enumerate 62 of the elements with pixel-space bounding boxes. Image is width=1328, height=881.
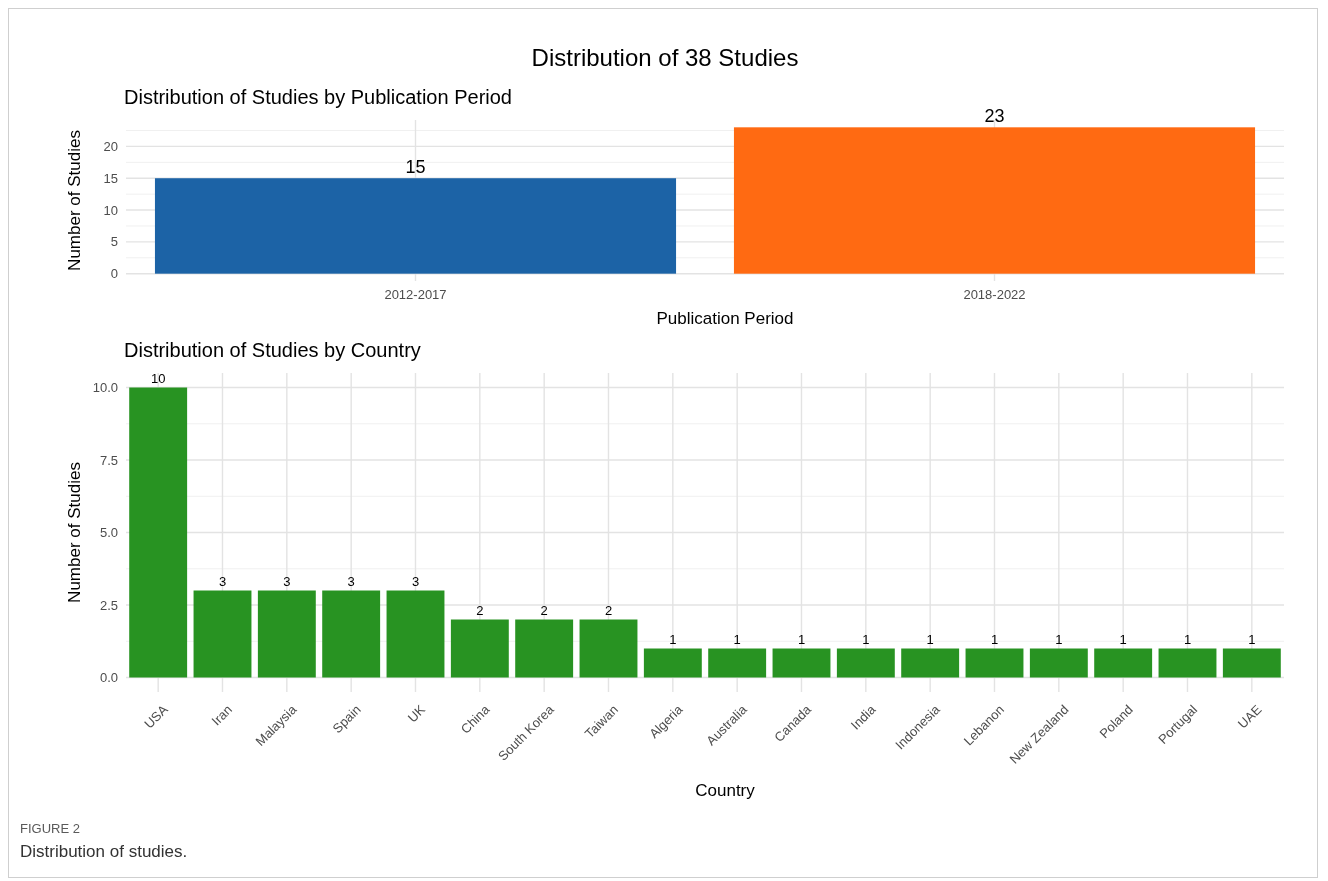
- data-label: 1: [733, 631, 741, 647]
- data-label: 23: [984, 106, 1005, 127]
- bar: [1158, 648, 1217, 678]
- data-label: 1: [1119, 631, 1127, 647]
- bar: [708, 648, 767, 678]
- data-label: 2: [604, 602, 613, 618]
- chart-title: Distribution of 38 Studies: [531, 44, 799, 71]
- x-tick-label: UK: [404, 701, 429, 726]
- data-label: 1: [1055, 631, 1063, 647]
- data-label: 2: [476, 602, 484, 618]
- data-label: 3: [411, 573, 420, 589]
- y-tick-label: 15: [103, 170, 118, 186]
- chart-subtitle: Distribution of Studies by Publication Period: [124, 86, 512, 108]
- y-axis-title: Number of Studies: [65, 462, 84, 603]
- data-label: 1: [926, 631, 934, 647]
- data-label: 3: [283, 573, 291, 589]
- y-tick-label: 10.0: [92, 380, 118, 396]
- bar: [1029, 648, 1088, 678]
- data-label: 1: [1183, 631, 1192, 647]
- data-label: 3: [218, 573, 227, 589]
- bar: [450, 619, 509, 678]
- bar: [1094, 648, 1153, 678]
- x-axis-title: Publication Period: [656, 309, 794, 328]
- x-tick-label: USA: [141, 701, 171, 732]
- data-label: 1: [1248, 631, 1256, 647]
- y-tick-label: 0.0: [99, 670, 118, 686]
- y-tick-label: 2.5: [99, 597, 118, 613]
- y-tick-label: 0: [110, 266, 118, 282]
- data-label: 2: [540, 602, 548, 618]
- bar: [515, 619, 574, 678]
- x-tick-label: 2012-2017: [384, 287, 447, 302]
- bar: [193, 590, 252, 678]
- bar: [643, 648, 702, 678]
- bar: [386, 590, 445, 678]
- bar: [836, 648, 895, 678]
- data-label: 10: [150, 370, 166, 386]
- data-label: 1: [797, 631, 806, 647]
- text: Distribution of studies.: [20, 842, 188, 861]
- x-tick-label: 2018-2022: [963, 287, 1026, 302]
- data-label: 1: [669, 631, 677, 647]
- x-tick-label: Iran: [208, 701, 236, 729]
- y-tick-label: 20: [103, 138, 118, 154]
- bar: [322, 590, 381, 678]
- data-label: 1: [862, 631, 870, 647]
- y-tick-label: 7.5: [99, 452, 118, 468]
- x-axis-title: Country: [695, 781, 756, 800]
- y-tick-label: 5: [110, 234, 118, 250]
- y-axis-title: Number of Studies: [65, 130, 84, 271]
- bar: [772, 648, 831, 678]
- data-label: 15: [405, 157, 426, 178]
- bar: [579, 619, 638, 678]
- data-label: 1: [990, 631, 999, 647]
- y-tick-label: 5.0: [99, 525, 118, 541]
- y-tick-label: 10: [103, 202, 118, 218]
- bar: [257, 590, 316, 678]
- bar: [965, 648, 1024, 678]
- data-label: 3: [347, 573, 355, 589]
- chart-title: Distribution of Studies by Country: [124, 339, 421, 361]
- bar: [129, 387, 188, 678]
- bar: [1222, 648, 1281, 678]
- caption: FIGURE 2: [20, 821, 80, 836]
- bar: [901, 648, 960, 678]
